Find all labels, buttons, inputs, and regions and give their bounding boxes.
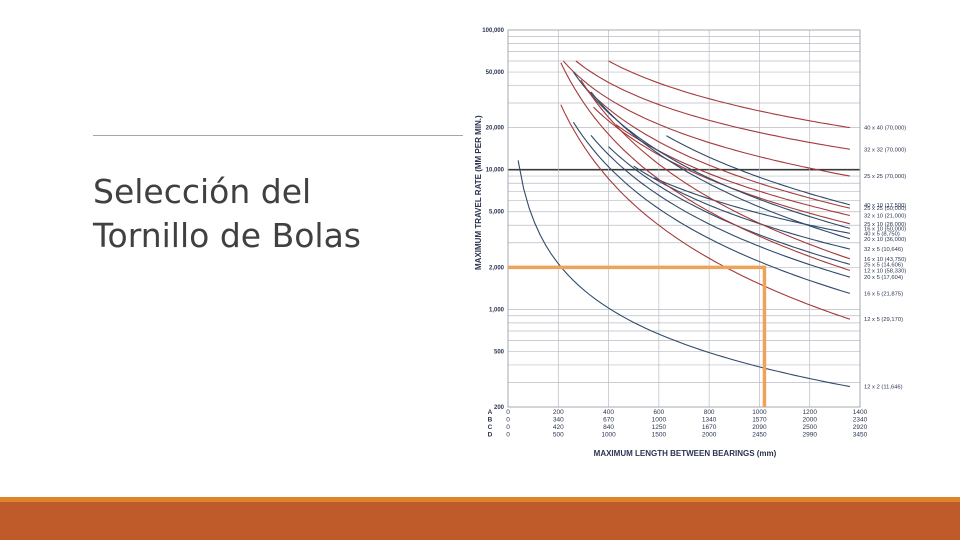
series-label: 16 x 5 (21,875) [864,291,903,297]
x-scale-row-letter: A [488,409,493,416]
x-scale-row-letter: C [488,424,493,431]
series-label: 32 x 5 (10,646) [864,247,903,253]
series-curve [590,135,851,278]
x-tick-label: 1000 [601,432,616,439]
x-tick-label: 500 [553,432,564,439]
x-tick-label: 0 [506,432,510,439]
selection-highlight [508,265,767,407]
x-tick-label: 2450 [752,432,767,439]
x-tick-label: 1000 [652,417,667,424]
y-tick-label: 10,000 [486,168,505,174]
series-label: 16 x 10 (43,750) [864,257,906,263]
x-scale-row-letter: D [488,432,493,439]
series-curve [590,91,851,240]
series-label: 12 x 5 (29,170) [864,317,903,323]
footer-accent-stripe [0,497,960,502]
x-tick-label: 600 [653,409,664,416]
axis-labels: 40 x 40 (70,000) 32 x 32 (70,000) 25 x 25 … [482,28,906,439]
x-tick-label: 2920 [853,424,868,431]
x-tick-label: 840 [603,424,614,431]
x-tick-label: 1200 [802,409,817,416]
y-tick-label: 2,000 [489,265,505,271]
x-tick-label: 1400 [853,409,868,416]
series-curve [608,60,850,129]
x-tick-label: 200 [553,409,564,416]
series-curve [575,60,850,150]
series-curve [560,104,851,320]
x-tick-label: 1570 [752,417,767,424]
plot-frame [507,29,861,408]
y-tick-label: 200 [494,405,505,411]
series-label: 32 x 32 (70,000) [864,147,906,153]
x-tick-label: 800 [704,409,715,416]
series-curve [572,121,851,294]
curves [517,60,851,388]
slide-title-line-2: Tornillo de Bolas [93,216,361,255]
series-label: 20 x 5 (17,604) [864,275,903,281]
y-tick-label: 100,000 [482,28,504,34]
x-tick-label: 1500 [652,432,667,439]
series-curve [583,85,851,209]
series-label: 16 x 10 (50,000) [864,226,906,232]
series-label: 25 x 10 (28,000) [864,222,906,228]
x-tick-label: 2500 [802,424,817,431]
series-curve [560,62,851,271]
x-tick-label: 2000 [702,432,717,439]
x-tick-label: 400 [603,409,614,416]
footer-band [0,502,960,540]
series-label: 25 x 5 (14,606) [864,262,903,268]
series-curve [653,177,851,234]
series-curve [666,135,851,206]
series-curve [580,79,851,260]
x-tick-label: 1670 [702,424,717,431]
series-label: 25 x 25 (70,000) [864,174,906,180]
series-label: 20 x 10 (36,000) [864,237,906,243]
series-label: 40 x 5 (8,750) [864,231,900,237]
slide-title: Selección del Tornillo de Bolas [93,170,433,258]
series-label: 12 x 10 (58,330) [864,268,906,274]
x-tick-label: 0 [506,424,510,431]
x-tick-label: 2990 [802,432,817,439]
x-tick-label: 1340 [702,417,717,424]
x-scale-row-letter: B [488,417,493,424]
x-tick-label: 340 [553,417,564,424]
x-tick-label: 1000 [752,409,767,416]
series-curve [517,160,851,388]
series-curve [562,60,851,177]
x-axis-title: MAXIMUM LENGTH BETWEEN BEARINGS (mm) [594,449,777,458]
x-tick-label: 0 [506,409,510,416]
title-divider [93,135,463,136]
y-tick-label: 1,000 [489,307,505,313]
ball-screw-speed-chart: 40 x 40 (70,000) 32 x 32 (70,000) 25 x 25 … [474,28,906,458]
x-tick-label: 0 [506,417,510,424]
x-tick-label: 670 [603,417,614,424]
x-tick-label: 2340 [853,417,868,424]
x-tick-label: 420 [553,424,564,431]
slide-title-line-1: Selección del [93,172,312,211]
series-label: 32 x 10 (21,000) [864,213,906,219]
series-label: 40 x 10 (17,500) [864,203,906,209]
series-label: 25 x 25 (50,000) [864,206,906,212]
y-tick-label: 50,000 [486,70,505,76]
series-label: 40 x 40 (70,000) [864,126,906,132]
y-axis-title: MAXIMUM TRAVEL RATE (MM PER MIN.) [474,115,483,270]
x-tick-label: 3450 [853,432,868,439]
x-tick-label: 2000 [802,417,817,424]
y-tick-label: 500 [494,349,505,355]
highlight-path [508,265,767,407]
x-tick-label: 2090 [752,424,767,431]
y-tick-label: 20,000 [486,126,505,132]
x-tick-label: 1250 [652,424,667,431]
plot-background [508,30,860,407]
y-tick-label: 5,000 [489,210,505,216]
series-label: 12 x 2 (11,646) [864,385,903,391]
